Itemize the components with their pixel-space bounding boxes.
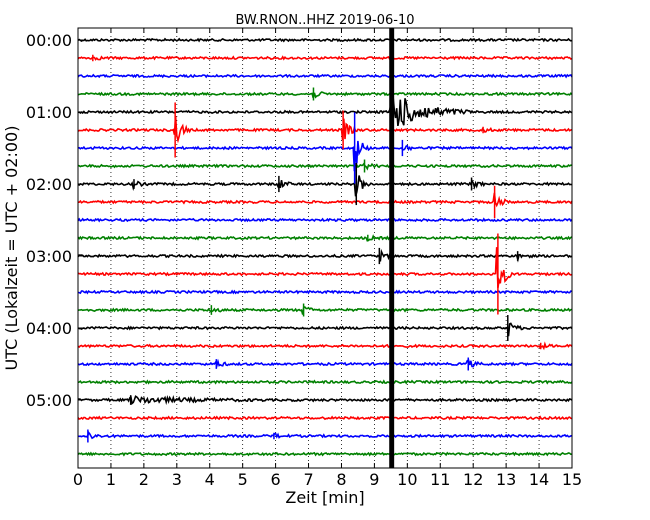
chart-title: BW.RNON..HHZ 2019-06-10 [235,13,414,28]
trace-line [77,55,573,61]
trace-line [77,358,573,369]
trace-line [77,415,573,421]
seismogram-traces [77,28,573,468]
x-tick-label: 1 [106,470,116,489]
y-tick-label: 03:00 [26,247,72,266]
x-tick-label: 6 [271,470,281,489]
y-axis-label: UTC (Lokalzeit = UTC + 02:00) [2,126,21,371]
trace-line [77,37,573,43]
trace-line [77,140,573,172]
trace-line [77,289,573,295]
trace-line [78,430,573,440]
axes: 0 1 2 3 4 5 6 7 8 9 10 11 12 13 14 1500:0001:0002:0003:… [26,28,582,489]
x-tick-label: 15 [562,470,582,489]
x-tick-label: 11 [430,470,450,489]
x-tick-label: 2 [139,470,149,489]
x-tick-label: 5 [238,470,248,489]
x-tick-label: 10 [397,470,417,489]
y-tick-label: 02:00 [26,175,72,194]
trace-line [77,97,573,127]
x-tick-label: 14 [529,470,549,489]
trace-line [77,91,573,99]
plot-border [77,27,573,469]
trace-line [77,305,573,315]
trace-line [77,322,573,337]
trace-line [77,379,573,385]
x-tick-label: 7 [303,470,313,489]
trace-line [77,451,573,457]
x-axis-label: Zeit [min] [285,488,364,507]
trace-line [77,162,572,171]
x-tick-label: 12 [463,470,483,489]
trace-line [77,217,573,223]
trace-line [77,234,573,242]
trace-line [77,175,573,197]
trace-line [77,394,573,406]
trace-line [78,192,573,208]
trace-line [77,247,573,289]
trace-line [77,248,573,263]
trace-line [77,341,573,351]
y-tick-label: 00:00 [26,31,72,50]
x-tick-label: 3 [172,470,182,489]
x-tick-label: 0 [73,470,83,489]
trace-line [77,73,573,79]
x-tick-label: 9 [369,470,379,489]
y-tick-label: 04:00 [26,319,72,338]
y-tick-label: 05:00 [26,391,72,410]
grid-lines [110,28,540,468]
x-tick-label: 4 [205,470,215,489]
x-tick-label: 8 [336,470,346,489]
plot-frame [78,28,572,468]
trace-line [77,116,573,144]
x-tick-label: 13 [496,470,516,489]
saturated-signal-band [389,28,395,468]
y-tick-label: 01:00 [26,103,72,122]
